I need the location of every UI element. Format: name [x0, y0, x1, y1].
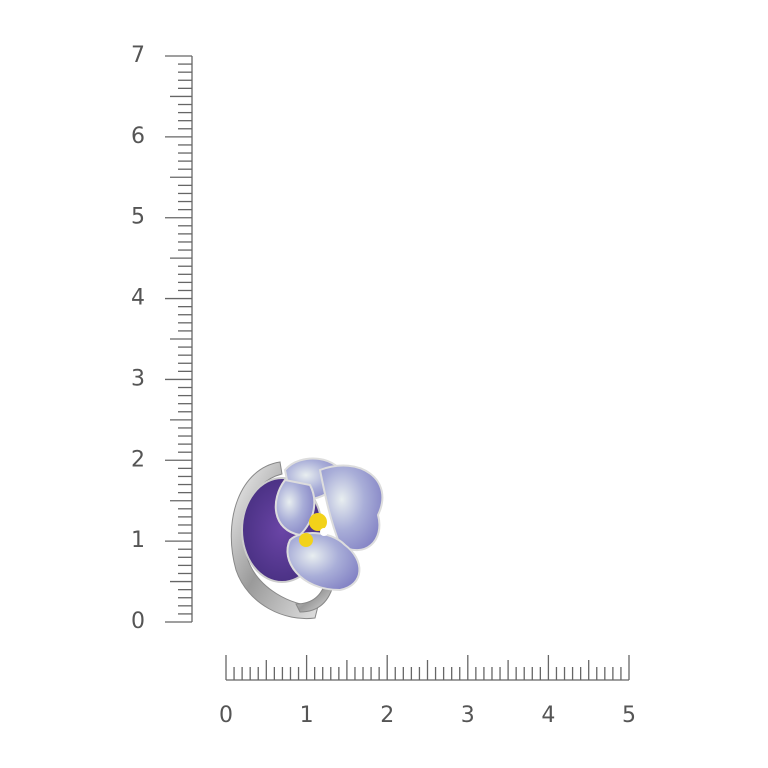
ring-photo: [230, 457, 384, 620]
ruler-label: 3: [131, 366, 145, 391]
ruler-label: 5: [622, 703, 636, 728]
ruler-label: 5: [131, 205, 145, 230]
ruler-label: 3: [461, 703, 475, 728]
ruler-label: 1: [131, 528, 145, 553]
ruler-label: 4: [541, 703, 555, 728]
vertical-ruler: 0 1 2 3 4 5 6 7: [131, 43, 193, 634]
horizontal-ruler: 0 1 2 3 4 5: [219, 655, 636, 728]
ruler-label: 6: [131, 124, 145, 149]
ruler-label: 4: [131, 286, 145, 311]
ruler-label: 2: [131, 447, 145, 472]
ruler-label: 7: [131, 43, 145, 68]
ruler-label: 0: [131, 609, 145, 634]
ruler-label: 1: [300, 703, 314, 728]
ruler-label: 2: [380, 703, 394, 728]
ruler-label: 0: [219, 703, 233, 728]
